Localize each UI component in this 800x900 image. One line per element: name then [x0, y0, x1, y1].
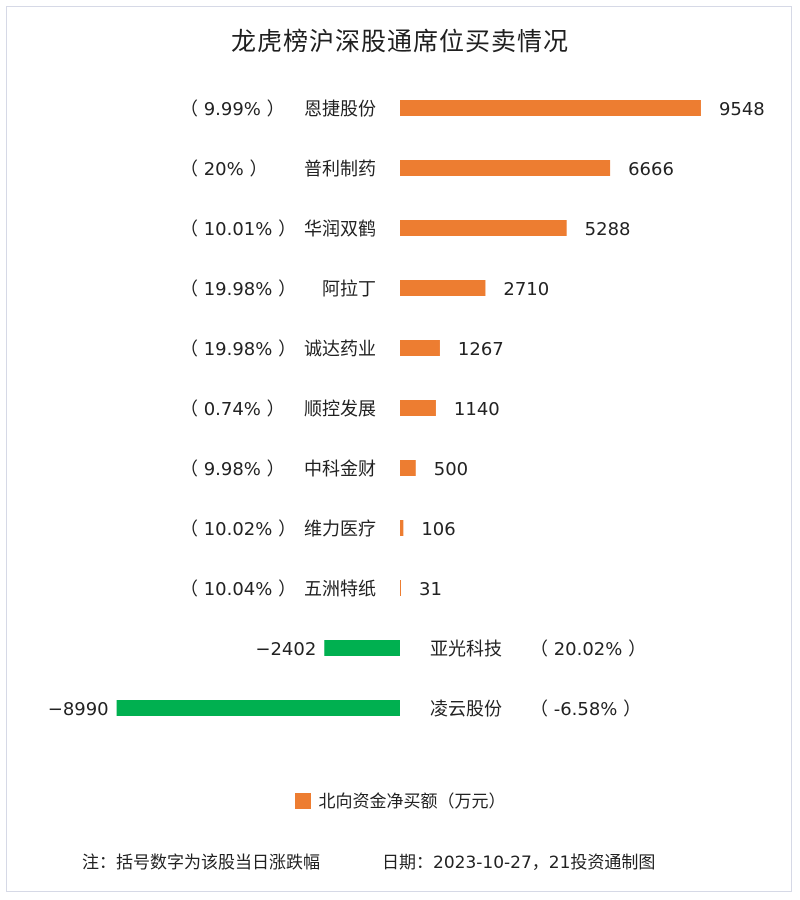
data-label: 1267 [458, 339, 504, 360]
data-label: −2402 [255, 639, 316, 660]
pct-change-label: （ 10.04% ） [180, 579, 296, 600]
pct-change-label: （ 10.01% ） [180, 219, 296, 240]
legend-label: 北向资金净买额（万元） [318, 792, 506, 812]
bar [400, 280, 486, 296]
data-label: 5288 [585, 219, 631, 240]
bar [400, 400, 436, 416]
category-label: 阿拉丁 [322, 279, 376, 300]
pct-change-label: （ 20.02% ） [530, 639, 646, 660]
bar [400, 160, 611, 176]
pct-change-label: （ -6.58% ） [530, 699, 641, 720]
footer-date-source: 日期：2023-10-27，21投资通制图 [382, 853, 656, 873]
bar [400, 520, 404, 536]
category-label: 五洲特纸 [304, 579, 376, 600]
data-label: −8990 [48, 699, 109, 720]
data-label: 500 [434, 459, 468, 480]
pct-change-label: （ 0.74% ） [180, 399, 285, 420]
pct-change-label: （ 19.98% ） [180, 279, 296, 300]
pct-change-label: （ 20% ） [180, 159, 267, 180]
category-label: 中科金财 [304, 459, 376, 480]
category-label: 华润双鹤 [304, 219, 376, 240]
data-label: 6666 [628, 159, 674, 180]
bar [400, 220, 567, 236]
category-label: 诚达药业 [304, 339, 376, 360]
data-label: 9548 [719, 99, 765, 120]
legend-swatch [294, 793, 311, 809]
pct-change-label: （ 19.98% ） [180, 339, 296, 360]
bar [324, 640, 400, 656]
category-label: 恩捷股份 [304, 99, 376, 120]
pct-change-label: （ 9.98% ） [180, 459, 285, 480]
data-label: 1140 [454, 399, 500, 420]
category-label: 凌云股份 [430, 699, 502, 720]
chart-frame [6, 6, 792, 892]
pct-change-label: （ 9.99% ） [180, 99, 285, 120]
bar [400, 460, 416, 476]
bar [400, 340, 440, 356]
category-label: 亚光科技 [430, 639, 502, 660]
bar-chart: 9548 恩捷股份 （ 9.99% ） 6666 普利制药 （ 20% ） 5288 华润双鹤… [48, 99, 765, 720]
bar [116, 700, 401, 716]
bar [400, 100, 701, 116]
data-label: 106 [421, 519, 455, 540]
category-label: 维力医疗 [304, 519, 376, 540]
data-label: 31 [419, 579, 442, 600]
category-label: 顺控发展 [304, 399, 376, 420]
chart-title: 龙虎榜沪深股通席位买卖情况 [230, 27, 569, 56]
footer-note: 注：括号数字为该股当日涨跌幅 [82, 853, 320, 873]
pct-change-label: （ 10.02% ） [180, 519, 296, 540]
bar [400, 580, 401, 596]
data-label: 2710 [503, 279, 549, 300]
legend: 北向资金净买额（万元） [0, 787, 800, 812]
category-label: 普利制药 [304, 159, 376, 180]
